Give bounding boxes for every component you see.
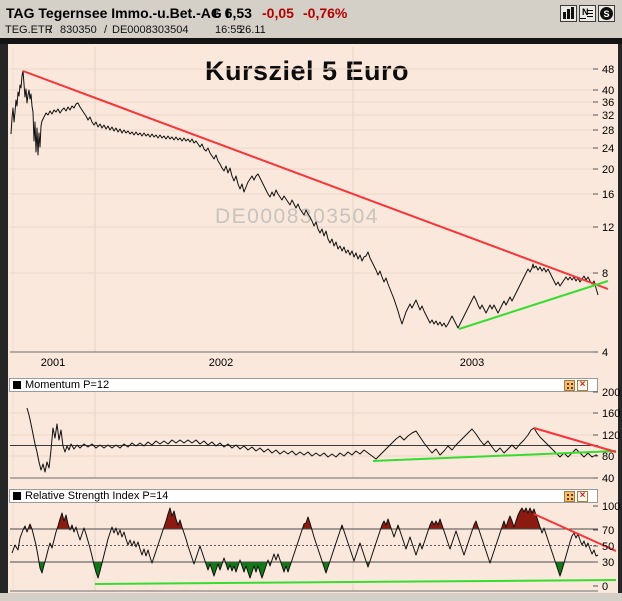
svg-text:160: 160 [602, 408, 620, 420]
svg-text:12: 12 [602, 222, 614, 234]
chart-title: Kursziel 5 Euro [204, 56, 410, 86]
news-lines-icon [587, 10, 593, 11]
momentum-label: Momentum P=12 [25, 379, 110, 391]
instrument-name: TAG Tegernsee Immo.-u.Bet.-AG I [6, 5, 230, 21]
rsi-label: Relative Strength Index P=14 [25, 490, 169, 502]
svg-text:50: 50 [602, 541, 614, 553]
s-badge-icon: S [600, 7, 613, 20]
rsi-properties-button[interactable] [564, 491, 575, 502]
svg-text:0: 0 [602, 581, 608, 593]
separator: / [104, 24, 108, 36]
separator: / [49, 24, 53, 36]
svg-text:30: 30 [602, 557, 614, 569]
series-color-chip [13, 492, 21, 500]
svg-text:2001: 2001 [41, 357, 65, 369]
momentum-chart: 200 160 120 80 40 [10, 387, 620, 485]
svg-text:70: 70 [602, 525, 614, 537]
svg-text:2003: 2003 [460, 357, 484, 369]
svg-text:28: 28 [602, 125, 614, 137]
quote-date: 26.11 [239, 24, 266, 36]
change-percent: -0,76% [303, 5, 348, 21]
properties-icon [567, 383, 569, 385]
header-separator [0, 38, 622, 44]
isin-code: DE0008303504 [112, 24, 189, 36]
properties-icon [567, 494, 569, 496]
svg-text:24: 24 [602, 143, 614, 155]
momentum-properties-button[interactable] [564, 380, 575, 391]
svg-text:200: 200 [602, 387, 620, 399]
exchange-symbol: TEG.ETR [5, 24, 53, 36]
news-icon: N [582, 7, 589, 17]
rsi-panel-header: Relative Strength Index P=14 × [9, 489, 598, 503]
svg-text:8: 8 [602, 268, 608, 280]
svg-text:36: 36 [602, 97, 614, 109]
momentum-panel-header: Momentum P=12 × [9, 378, 598, 392]
series-color-chip [13, 381, 21, 389]
momentum-close-button[interactable]: × [577, 380, 588, 391]
svg-text:40: 40 [602, 85, 614, 97]
svg-text:100: 100 [602, 501, 620, 513]
rsi-close-button[interactable]: × [577, 491, 588, 502]
svg-text:40: 40 [602, 473, 614, 485]
chart-type-button[interactable] [560, 5, 577, 22]
svg-text:20: 20 [602, 164, 614, 176]
window-left-border [0, 44, 8, 593]
quote-time: 16:55 [215, 24, 243, 36]
svg-text:2002: 2002 [209, 357, 233, 369]
svg-text:16: 16 [602, 189, 614, 201]
close-icon: × [579, 490, 586, 501]
svg-text:32: 32 [602, 110, 614, 122]
news-button[interactable]: N [579, 5, 596, 22]
wkn-number: 830350 [60, 24, 97, 36]
isin-watermark: DE0008303504 [215, 205, 379, 228]
svg-text:80: 80 [602, 451, 614, 463]
change-absolute: -0,05 [262, 5, 294, 21]
master-data-button[interactable]: S [598, 5, 615, 22]
window-bottom-strip [0, 593, 622, 601]
last-price: € 6,53 [213, 5, 252, 21]
svg-text:4: 4 [602, 347, 608, 359]
svg-text:48: 48 [602, 64, 614, 76]
rsi-chart: 100 70 50 30 0 [10, 501, 620, 593]
window-right-border [618, 44, 622, 593]
svg-text:120: 120 [602, 430, 620, 442]
close-icon: × [579, 379, 586, 390]
